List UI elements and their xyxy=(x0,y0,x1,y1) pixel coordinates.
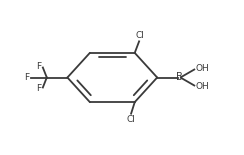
Text: Cl: Cl xyxy=(127,115,135,124)
Text: F: F xyxy=(36,62,41,71)
Text: F: F xyxy=(36,84,41,93)
Text: B: B xyxy=(176,73,183,82)
Text: OH: OH xyxy=(196,64,210,73)
Text: Cl: Cl xyxy=(135,31,144,40)
Text: F: F xyxy=(24,73,30,82)
Text: OH: OH xyxy=(196,82,210,91)
